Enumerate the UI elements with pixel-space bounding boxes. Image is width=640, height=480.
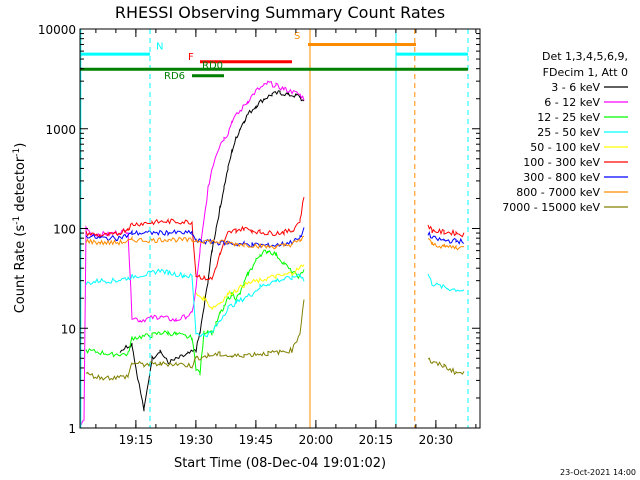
legend-entry-label: 800 - 7000 keV bbox=[516, 186, 600, 199]
state-bar-label: RD0 bbox=[202, 61, 223, 72]
y-axis-label-part: detector bbox=[13, 156, 28, 216]
y-axis-label-exponent: -1 bbox=[12, 216, 22, 225]
series-line bbox=[119, 90, 305, 412]
chart-title: RHESSI Observing Summary Count Rates bbox=[115, 3, 445, 22]
series-line bbox=[85, 196, 465, 281]
x-tick-label: 20:30 bbox=[419, 433, 454, 447]
state-bar-label: RD6 bbox=[164, 71, 185, 82]
series-line bbox=[85, 227, 465, 249]
plot-area: N F RD0 RD6 S 1 10 100 1000 10000 19:15 19:30 19:45… bbox=[38, 23, 481, 447]
legend-entry-label: 300 - 800 keV bbox=[523, 171, 600, 184]
legend-entry-label: 12 - 25 keV bbox=[537, 111, 600, 124]
legend-header-line: Det 1,3,4,5,6,9, bbox=[542, 50, 628, 63]
legend: Det 1,3,4,5,6,9, FDecim 1, Att 0 3 - 6 k… bbox=[502, 50, 628, 214]
x-axis-label: Start Time (08-Dec-04 19:01:02) bbox=[174, 456, 386, 471]
series-line bbox=[85, 249, 305, 376]
overlay-layer: N F RD0 RD6 S bbox=[80, 29, 469, 428]
timestamp: 23-Oct-2021 14:00 bbox=[560, 468, 636, 477]
series-line bbox=[85, 235, 465, 251]
legend-entry-label: 100 - 300 keV bbox=[523, 156, 600, 169]
state-bar-label: N bbox=[156, 42, 163, 53]
legend-entry-label: 6 - 12 keV bbox=[544, 96, 600, 109]
y-axis-label: Count Rate (s-1 detector-1) bbox=[12, 143, 28, 314]
y-tick-label: 1000 bbox=[45, 123, 76, 137]
y-axis-label-part: ) bbox=[13, 143, 28, 148]
series-line bbox=[195, 264, 305, 310]
legend-entry-label: 3 - 6 keV bbox=[551, 81, 600, 94]
state-bar-label: S bbox=[294, 31, 300, 42]
state-bar-label: F bbox=[188, 52, 194, 63]
legend-entries: 3 - 6 keV 6 - 12 keV 12 - 25 keV 25 - 50 ke… bbox=[502, 81, 628, 214]
x-tick-label: 19:15 bbox=[119, 433, 154, 447]
y-tick-label: 100 bbox=[53, 223, 76, 237]
legend-entry-label: 25 - 50 keV bbox=[537, 126, 600, 139]
axis-layer: 1 10 100 1000 10000 19:15 19:30 19:45 20:00 20:15… bbox=[38, 23, 480, 447]
legend-entry-label: 7000 - 15000 keV bbox=[502, 201, 600, 214]
series-layer bbox=[80, 80, 465, 427]
x-tick-label: 19:30 bbox=[179, 433, 214, 447]
series-line bbox=[85, 268, 465, 338]
legend-entry-label: 50 - 100 keV bbox=[530, 141, 600, 154]
x-tick-label: 20:00 bbox=[299, 433, 334, 447]
y-tick-label: 10000 bbox=[38, 23, 76, 37]
x-tick-label: 20:15 bbox=[359, 433, 394, 447]
y-axis-label-exponent: -1 bbox=[12, 148, 22, 157]
y-axis-label-part: Count Rate (s bbox=[13, 225, 28, 314]
legend-header-line: FDecim 1, Att 0 bbox=[543, 66, 628, 79]
y-tick-label: 10 bbox=[61, 322, 76, 336]
y-tick-label: 1 bbox=[68, 422, 76, 436]
series-line bbox=[85, 299, 465, 381]
x-tick-label: 19:45 bbox=[239, 433, 274, 447]
